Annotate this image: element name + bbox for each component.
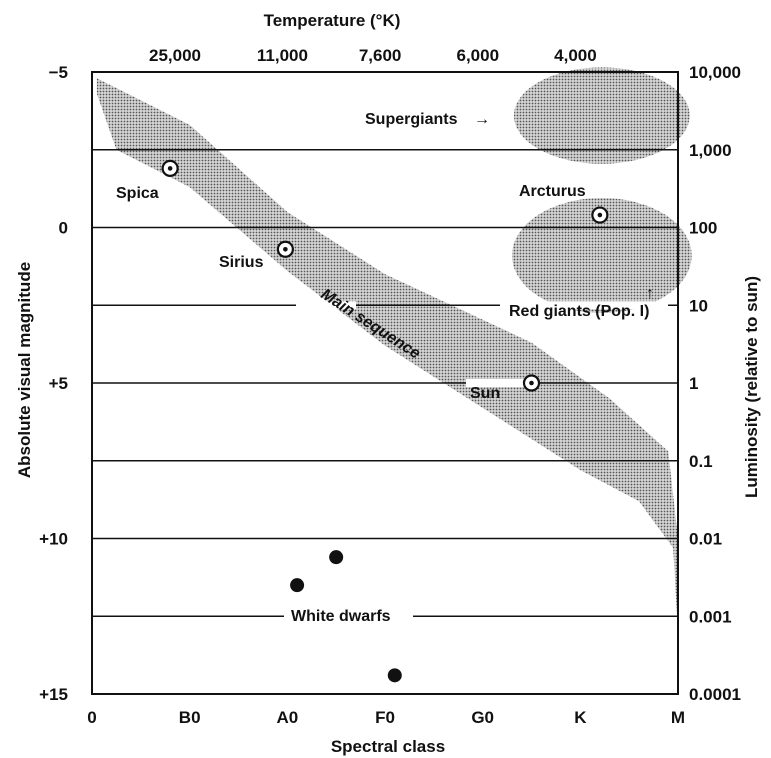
x-tick-label: M — [671, 708, 685, 727]
luminosity-tick-label: 0.0001 — [689, 685, 741, 704]
plot-frame — [91, 71, 679, 695]
white-dwarf-point — [329, 550, 344, 565]
y-tick-label: +5 — [49, 374, 68, 393]
temperature-tick-label: 25,000 — [149, 46, 201, 65]
main-sequence-region — [96, 78, 679, 632]
spica-marker-center — [167, 166, 173, 171]
sun-label: Sun — [470, 385, 500, 402]
luminosity-tick-label: 0.001 — [689, 607, 732, 626]
sun-marker-center — [529, 380, 534, 386]
ticks-layer: 0 B0 A0 F0 G0 K M25,000 11,000 7,600 6,000 4,000−5… — [39, 46, 741, 727]
y-tick-label: +15 — [39, 685, 68, 704]
white-dwarf-point — [387, 668, 402, 683]
x-tick-label: B0 — [179, 708, 201, 727]
white-dwarf-point — [290, 578, 305, 593]
arcturus-label: Arcturus — [519, 183, 586, 200]
luminosity-tick-label: 1,000 — [689, 141, 732, 160]
luminosity-tick-label: 1 — [689, 374, 698, 393]
sirius-marker-center — [283, 246, 288, 252]
sun-label-gap — [466, 379, 526, 387]
x-tick-label: G0 — [471, 708, 494, 727]
x-tick-label: F0 — [375, 708, 395, 727]
x-tick-label: 0 — [87, 708, 96, 727]
grid-layer — [92, 148, 678, 621]
y-axis-title: Absolute visual magnitude — [15, 262, 34, 478]
x-axis-title: Spectral class — [331, 737, 445, 756]
red-giants-label-gap — [500, 301, 668, 310]
x-tick-label: K — [574, 708, 587, 727]
luminosity-tick-label: 10,000 — [689, 63, 741, 82]
luminosity-tick-label: 100 — [689, 219, 717, 238]
main-sequence-label-gap — [296, 301, 356, 310]
arcturus-marker-center — [597, 212, 603, 218]
luminosity-axis-title: Luminosity (relative to sun) — [742, 276, 761, 498]
temperature-tick-label: 7,600 — [359, 46, 402, 65]
stars-layer — [161, 159, 609, 683]
y-tick-label: 0 — [59, 219, 68, 238]
temperature-tick-label: 11,000 — [257, 46, 308, 65]
x-tick-label: A0 — [276, 708, 298, 727]
supergiants-arrow: → — [474, 111, 490, 128]
supergiants-label: Supergiants — [365, 111, 458, 128]
red-giants-arrow: ↑ — [646, 285, 654, 302]
y-tick-label: −5 — [49, 63, 68, 82]
red-giants-label: Red giants (Pop. I) — [509, 303, 649, 320]
sirius-label: Sirius — [219, 254, 264, 271]
supergiants-region — [513, 67, 690, 164]
white-dwarfs-label: White dwarfs — [291, 608, 391, 625]
luminosity-tick-label: 0.1 — [689, 452, 713, 471]
white-dwarf-label-gap — [284, 612, 413, 621]
temperature-axis-title: Temperature (°K) — [264, 11, 401, 30]
spica-label: Spica — [116, 185, 159, 202]
temperature-tick-label: 6,000 — [457, 46, 500, 65]
temperature-tick-label: 4,000 — [554, 46, 597, 65]
luminosity-tick-label: 10 — [689, 296, 708, 315]
luminosity-tick-label: 0.01 — [689, 530, 722, 549]
y-tick-label: +10 — [39, 530, 68, 549]
